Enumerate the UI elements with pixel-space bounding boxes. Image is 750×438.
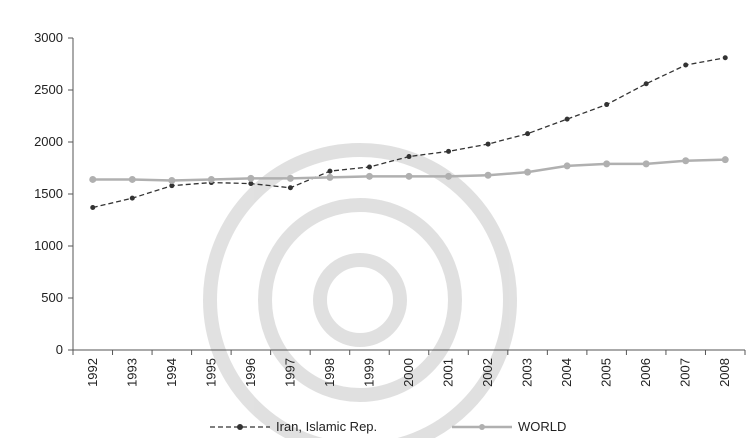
legend-item-world: WORLD	[452, 419, 566, 434]
data-point	[563, 162, 571, 170]
series-layer	[89, 55, 729, 211]
legend-marker	[237, 424, 243, 430]
data-point	[366, 164, 372, 170]
data-point	[643, 81, 649, 87]
x-tick-label: 2001	[441, 358, 456, 387]
x-tick-label: 2000	[401, 358, 416, 387]
x-axis-ticks: 1992 1993 1994 1995 1996 1997 1998 1999 2000 2001…	[72, 350, 746, 387]
y-tick-label: 500	[41, 290, 63, 305]
data-point	[485, 141, 491, 147]
data-point	[247, 174, 255, 182]
data-point	[721, 156, 729, 164]
x-tick-label: 1995	[203, 358, 218, 387]
data-point	[564, 116, 570, 122]
data-point	[327, 168, 333, 174]
y-axis-ticks: 0 500 1000 1500 2000 2500 3000	[34, 30, 73, 357]
data-point	[682, 157, 690, 165]
data-point	[524, 168, 532, 176]
x-tick-label: 2005	[599, 358, 614, 387]
y-tick-label: 2000	[34, 134, 63, 149]
data-point	[405, 172, 413, 180]
y-tick-label: 3000	[34, 30, 63, 45]
series-world	[89, 156, 729, 184]
series-iran	[90, 55, 728, 211]
legend: Iran, Islamic Rep. WORLD	[210, 419, 566, 434]
y-tick-label: 1500	[34, 186, 63, 201]
data-point	[90, 205, 96, 211]
y-tick-label: 1000	[34, 238, 63, 253]
data-point	[326, 173, 334, 181]
data-point	[168, 176, 176, 184]
series-line	[92, 57, 726, 209]
legend-label: Iran, Islamic Rep.	[276, 419, 377, 434]
data-point	[365, 172, 373, 180]
data-point	[722, 55, 728, 61]
x-tick-label: 1994	[164, 358, 179, 387]
data-point	[642, 160, 650, 168]
data-point	[287, 185, 293, 191]
data-point	[129, 195, 135, 201]
data-point	[89, 175, 97, 183]
data-point	[169, 183, 175, 189]
data-point	[484, 171, 492, 179]
data-point	[128, 175, 136, 183]
x-tick-label: 2007	[678, 358, 693, 387]
data-point	[603, 160, 611, 168]
x-tick-label: 1993	[124, 358, 139, 387]
legend-item-iran: Iran, Islamic Rep.	[210, 419, 377, 434]
watermark-logo	[203, 143, 517, 438]
x-tick-label: 2008	[717, 358, 732, 387]
x-tick-label: 2004	[559, 358, 574, 387]
y-tick-label: 2500	[34, 82, 63, 97]
x-tick-label: 2003	[520, 358, 535, 387]
data-point	[445, 172, 453, 180]
x-tick-label: 2006	[638, 358, 653, 387]
data-point	[683, 62, 689, 68]
legend-marker	[479, 424, 485, 430]
data-point	[207, 175, 215, 183]
legend-label: WORLD	[518, 419, 566, 434]
x-tick-label: 1999	[361, 358, 376, 387]
x-tick-label: 1997	[282, 358, 297, 387]
y-tick-label: 0	[56, 342, 63, 357]
data-point	[248, 181, 254, 187]
x-tick-label: 1992	[85, 358, 100, 387]
data-point	[604, 102, 610, 108]
data-point	[406, 154, 412, 160]
x-tick-label: 1996	[243, 358, 258, 387]
data-point	[525, 131, 531, 137]
data-point	[446, 148, 452, 154]
x-tick-label: 2002	[480, 358, 495, 387]
data-point	[286, 174, 294, 182]
x-tick-label: 1998	[322, 358, 337, 387]
